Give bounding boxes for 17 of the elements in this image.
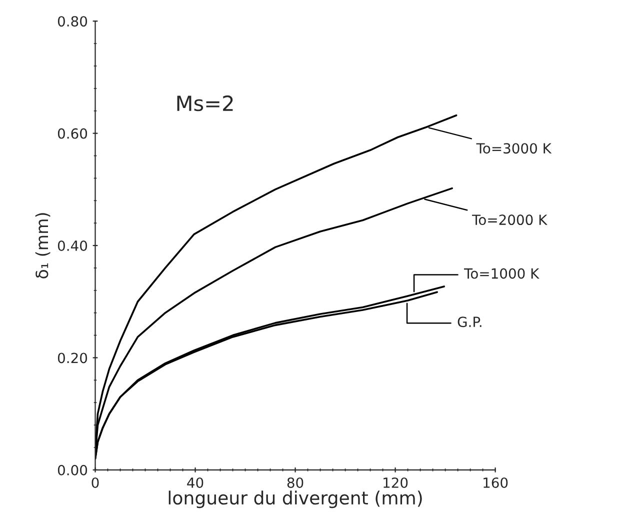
y-tick-label: 0.40	[58, 240, 88, 251]
x-axis-title: longueur du divergent (mm)	[168, 490, 422, 508]
x-tick-label: 40	[187, 477, 204, 488]
legend-label: G.P.	[458, 316, 482, 328]
legend-label: To=1000 K	[464, 268, 540, 279]
y-axis-title: δ₁ (mm)	[35, 213, 50, 278]
text: To=3000 K	[476, 143, 552, 154]
y-tick-label: 0.00	[58, 464, 88, 476]
annotation: Ms=2	[177, 95, 233, 112]
y-tick-label: 0.60	[58, 128, 88, 139]
x-tick-label: 0	[92, 477, 99, 488]
x-tick-label: 80	[287, 477, 304, 488]
text: To=2000 K	[472, 214, 548, 226]
y-tick-label: 0.80	[58, 16, 88, 27]
x-tick-label: 160	[484, 477, 508, 488]
y-tick-label: 0.20	[58, 352, 88, 364]
x-tick-label: 120	[384, 477, 408, 488]
